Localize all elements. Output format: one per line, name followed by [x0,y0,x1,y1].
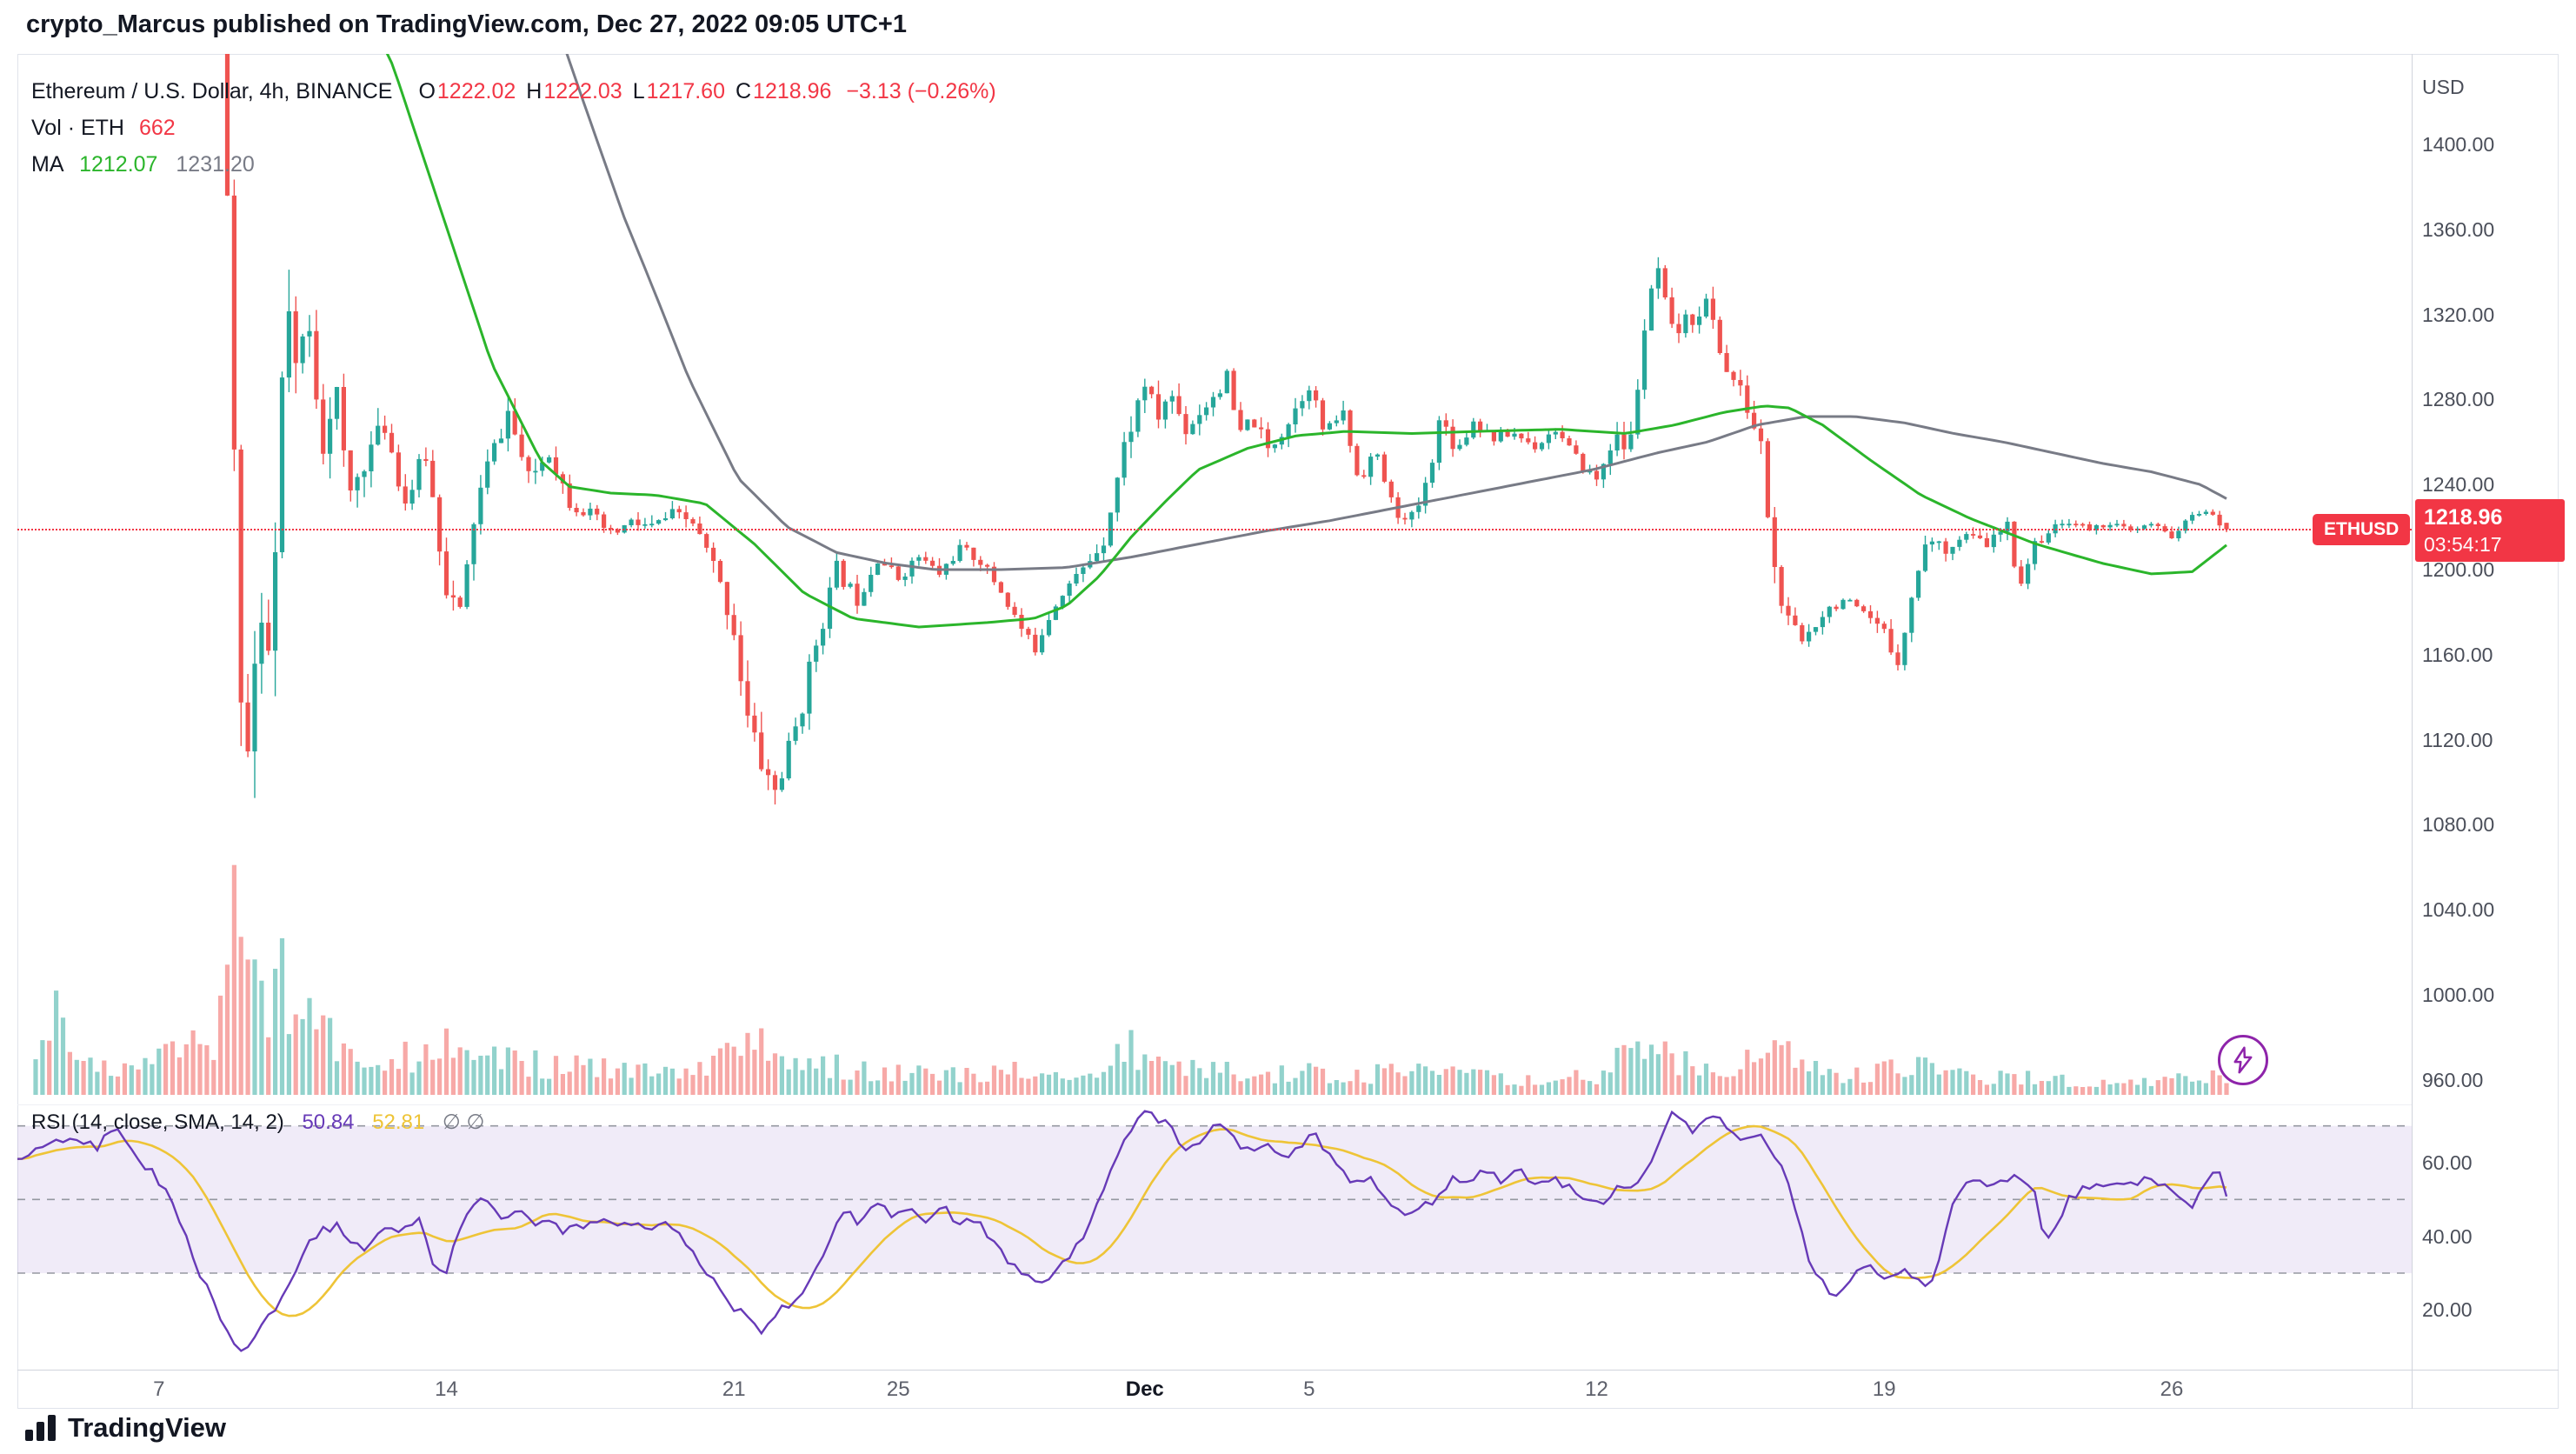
change-value: −3.13 (−0.26%) [846,79,996,103]
price-tick-label: 1400.00 [2422,133,2495,156]
time-tick-label: 5 [1303,1377,1315,1401]
rsi-tick-label: 60.00 [2422,1151,2473,1174]
ohlc-open-key: O [418,79,436,103]
ohlc-high-key: H [526,79,542,103]
price-tick-label: 1360.00 [2422,218,2495,241]
legend-line-ma: MA 1212.07 1231.20 [31,146,996,183]
rsi-sma-value: 52.81 [372,1111,425,1134]
ohlc-low-key: L [632,79,645,103]
symbol-price-flag[interactable]: ETHUSD [2313,514,2411,545]
chart-canvas[interactable] [17,54,2412,1370]
tradingview-footer[interactable]: TradingView [24,1412,226,1444]
price-axis[interactable]: USD 1400.00 1360.00 1320.00 1280.00 1240.00 1… [2413,54,2559,1370]
time-tick-label: Dec [1125,1377,1164,1401]
tradingview-logo-icon [25,1415,56,1441]
attribution-header: crypto_Marcus published on TradingView.c… [26,10,907,38]
legend-line-ohlc: Ethereum / U.S. Dollar, 4h, BINANCE O1222… [31,73,996,110]
last-price-axis-label: 1218.96 03:54:17 [2415,499,2565,562]
symbol-legend[interactable]: Ethereum / U.S. Dollar, 4h, BINANCE O1222… [31,73,996,183]
price-tick-label: 1160.00 [2422,644,2493,666]
price-tick-label: 1240.00 [2422,473,2495,496]
volume-value: 662 [138,116,176,140]
time-axis[interactable]: 7 14 21 25 Dec 5 12 19 26 [17,1377,2412,1409]
rsi-label: RSI (14, close, SMA, 14, 2) [31,1111,284,1134]
price-tick-label: 960.00 [2422,1069,2484,1091]
bar-countdown: 03:54:17 [2424,533,2502,556]
time-axis-separator [17,1370,2559,1371]
ohlc-open-value: 1222.02 [436,79,516,103]
last-price-value: 1218.96 [2424,505,2503,530]
price-tick-label: 1040.00 [2422,898,2495,921]
ma-slow-value: 1231.20 [176,152,255,177]
time-tick-label: 7 [153,1377,165,1401]
rsi-legend[interactable]: RSI (14, close, SMA, 14, 2) 50.84 52.81 … [31,1110,496,1135]
ohlc-low-value: 1217.60 [646,79,725,103]
price-tick-label: 1000.00 [2422,984,2495,1006]
rsi-tick-label: 40.00 [2422,1225,2473,1248]
time-tick-label: 19 [1872,1377,1896,1401]
ma-fast-value: 1212.07 [79,152,158,177]
ma-label: MA [31,152,63,177]
tradingview-brand-text: TradingView [68,1412,227,1443]
ohlc-high-value: 1222.03 [543,79,622,103]
last-price-line [17,528,2412,530]
boost-button[interactable] [2218,1035,2268,1085]
rsi-tick-label: 20.00 [2422,1298,2473,1321]
volume-label: Vol · ETH [31,116,124,140]
price-tick-label: 1280.00 [2422,388,2495,410]
legend-line-volume: Vol · ETH 662 [31,110,996,146]
price-tick-label: 1200.00 [2422,558,2495,581]
price-axis-separator [2412,54,2413,1409]
time-tick-label: 26 [2160,1377,2184,1401]
price-axis-unit: USD [2422,76,2465,98]
time-tick-label: 25 [886,1377,910,1401]
symbol-title: Ethereum / U.S. Dollar, 4h, BINANCE [31,79,393,103]
price-tick-label: 1120.00 [2422,729,2493,751]
rsi-value: 50.84 [302,1111,355,1134]
pane-separator[interactable] [17,1104,2412,1105]
price-tick-label: 1320.00 [2422,303,2495,326]
ohlc-close-key: C [735,79,752,103]
rsi-extra-symbols: ∅ ∅ [442,1111,485,1134]
time-tick-label: 21 [722,1377,746,1401]
time-tick-label: 12 [1585,1377,1608,1401]
lightning-icon [2233,1046,2253,1074]
price-tick-label: 1080.00 [2422,813,2495,836]
ohlc-close-value: 1218.96 [753,79,832,103]
time-tick-label: 14 [435,1377,458,1401]
